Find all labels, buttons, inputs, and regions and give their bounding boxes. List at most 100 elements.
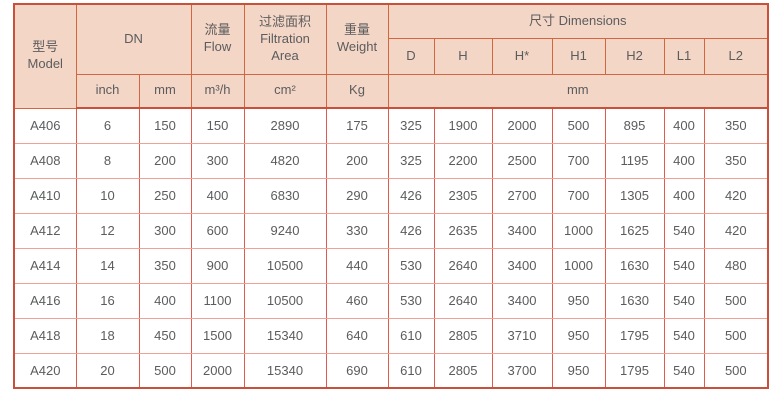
cell-dim-l1: 540 bbox=[664, 353, 705, 388]
unit-area: cm² bbox=[243, 73, 327, 109]
cell-dn-inch: 20 bbox=[76, 353, 140, 388]
cell-flow: 2000 bbox=[191, 353, 245, 388]
cell-dim-l2: 420 bbox=[704, 213, 769, 249]
cell-weight: 640 bbox=[326, 318, 389, 354]
cell-dn-inch: 8 bbox=[76, 143, 140, 179]
cell-dim-d: 530 bbox=[388, 283, 435, 319]
header-filtration-area: 过滤面积 Filtration Area bbox=[243, 3, 327, 75]
cell-dn-inch: 18 bbox=[76, 318, 140, 354]
cell-flow: 1100 bbox=[191, 283, 245, 319]
header-dim-h: H bbox=[433, 37, 493, 75]
cell-dn-inch: 14 bbox=[76, 248, 140, 284]
cell-dn-inch: 16 bbox=[76, 283, 140, 319]
cell-dim-hstar: 3400 bbox=[492, 213, 553, 249]
cell-dim-h2: 1195 bbox=[605, 143, 665, 179]
cell-dim-hstar: 3700 bbox=[492, 353, 553, 388]
cell-dim-hstar: 2500 bbox=[492, 143, 553, 179]
unit-weight: Kg bbox=[325, 73, 389, 109]
cell-dim-h: 1900 bbox=[434, 108, 493, 144]
cell-dim-h1: 1000 bbox=[552, 213, 606, 249]
header-dim-l2: L2 bbox=[703, 37, 769, 75]
cell-flow: 400 bbox=[191, 178, 245, 214]
cell-dim-h1: 700 bbox=[552, 143, 606, 179]
cell-dim-l2: 500 bbox=[704, 318, 769, 354]
header-row-2: D H H* H1 H2 L1 L2 bbox=[14, 37, 769, 75]
cell-dim-l1: 540 bbox=[664, 213, 705, 249]
header-dn: DN bbox=[75, 3, 192, 75]
cell-weight: 290 bbox=[326, 178, 389, 214]
cell-flow: 900 bbox=[191, 248, 245, 284]
cell-dn-inch: 6 bbox=[76, 108, 140, 144]
cell-dim-h: 2805 bbox=[434, 318, 493, 354]
cell-dim-h1: 950 bbox=[552, 318, 606, 354]
header-row-units: inch mm m³/h cm² Kg mm bbox=[14, 73, 769, 109]
cell-dim-h2: 1795 bbox=[605, 353, 665, 388]
cell-dim-h2: 1795 bbox=[605, 318, 665, 354]
header-dimensions: 尺寸 Dimensions bbox=[387, 3, 769, 39]
cell-dim-h: 2805 bbox=[434, 353, 493, 388]
header-dim-l1: L1 bbox=[663, 37, 705, 75]
table-row: A416 16 400 1100 10500 460 530 2640 3400 950 1630 5… bbox=[14, 283, 769, 319]
cell-flow: 300 bbox=[191, 143, 245, 179]
cell-model: A406 bbox=[14, 108, 77, 144]
cell-dim-l2: 350 bbox=[704, 108, 769, 144]
header-dim-hstar: H* bbox=[491, 37, 553, 75]
cell-dn-mm: 200 bbox=[139, 143, 192, 179]
cell-filtration-area: 9240 bbox=[244, 213, 327, 249]
cell-dn-mm: 300 bbox=[139, 213, 192, 249]
cell-dim-d: 610 bbox=[388, 318, 435, 354]
cell-dim-h: 2640 bbox=[434, 283, 493, 319]
header-flow-zh: 流量 bbox=[204, 22, 231, 38]
cell-dim-d: 426 bbox=[388, 213, 435, 249]
cell-dn-mm: 450 bbox=[139, 318, 192, 354]
cell-dim-l2: 420 bbox=[704, 178, 769, 214]
cell-dn-mm: 400 bbox=[139, 283, 192, 319]
unit-dimensions-mm: mm bbox=[387, 73, 769, 109]
table-row: A408 8 200 300 4820 200 325 2200 2500 700 1195 400 3… bbox=[14, 143, 769, 179]
table-row: A410 10 250 400 6830 290 426 2305 2700 700 1305 400… bbox=[14, 178, 769, 214]
header-filtration-zh: 过滤面积 bbox=[258, 13, 311, 29]
table-row: A420 20 500 2000 15340 690 610 2805 3700 950 1795 5… bbox=[14, 353, 769, 388]
header-dim-h2: H2 bbox=[604, 37, 665, 75]
cell-model: A408 bbox=[14, 143, 77, 179]
cell-filtration-area: 4820 bbox=[244, 143, 327, 179]
cell-dim-h: 2635 bbox=[434, 213, 493, 249]
cell-dim-h1: 950 bbox=[552, 283, 606, 319]
cell-dim-h2: 1630 bbox=[605, 283, 665, 319]
cell-model: A418 bbox=[14, 318, 77, 354]
cell-weight: 440 bbox=[326, 248, 389, 284]
cell-dim-l2: 350 bbox=[704, 143, 769, 179]
cell-dim-hstar: 3400 bbox=[492, 283, 553, 319]
cell-dim-l1: 400 bbox=[664, 108, 705, 144]
cell-dim-h2: 1630 bbox=[605, 248, 665, 284]
header-weight-en: Weight bbox=[336, 39, 378, 55]
cell-filtration-area: 10500 bbox=[244, 248, 327, 284]
cell-dim-h: 2200 bbox=[434, 143, 493, 179]
cell-dim-l1: 540 bbox=[664, 318, 705, 354]
cell-weight: 690 bbox=[326, 353, 389, 388]
cell-dn-mm: 350 bbox=[139, 248, 192, 284]
cell-dim-d: 426 bbox=[388, 178, 435, 214]
table-header: 型号 Model DN 流量 Flow 过滤面积 Filtration Area… bbox=[13, 3, 769, 109]
cell-dn-mm: 250 bbox=[139, 178, 192, 214]
cell-dim-l1: 400 bbox=[664, 178, 705, 214]
table-row: A418 18 450 1500 15340 640 610 2805 3710 950 1795 5… bbox=[14, 318, 769, 354]
cell-dim-h2: 895 bbox=[605, 108, 665, 144]
cell-filtration-area: 2890 bbox=[244, 108, 327, 144]
cell-weight: 330 bbox=[326, 213, 389, 249]
cell-filtration-area: 10500 bbox=[244, 283, 327, 319]
cell-dim-hstar: 3710 bbox=[492, 318, 553, 354]
cell-dim-d: 610 bbox=[388, 353, 435, 388]
header-model-zh: 型号 bbox=[32, 39, 59, 55]
cell-weight: 200 bbox=[326, 143, 389, 179]
cell-model: A414 bbox=[14, 248, 77, 284]
cell-dn-mm: 150 bbox=[139, 108, 192, 144]
cell-weight: 175 bbox=[326, 108, 389, 144]
specification-table: 型号 Model DN 流量 Flow 过滤面积 Filtration Area… bbox=[13, 3, 770, 389]
cell-dim-h1: 500 bbox=[552, 108, 606, 144]
cell-model: A420 bbox=[14, 353, 77, 388]
cell-dim-d: 530 bbox=[388, 248, 435, 284]
cell-dim-hstar: 3400 bbox=[492, 248, 553, 284]
cell-dim-h1: 1000 bbox=[552, 248, 606, 284]
